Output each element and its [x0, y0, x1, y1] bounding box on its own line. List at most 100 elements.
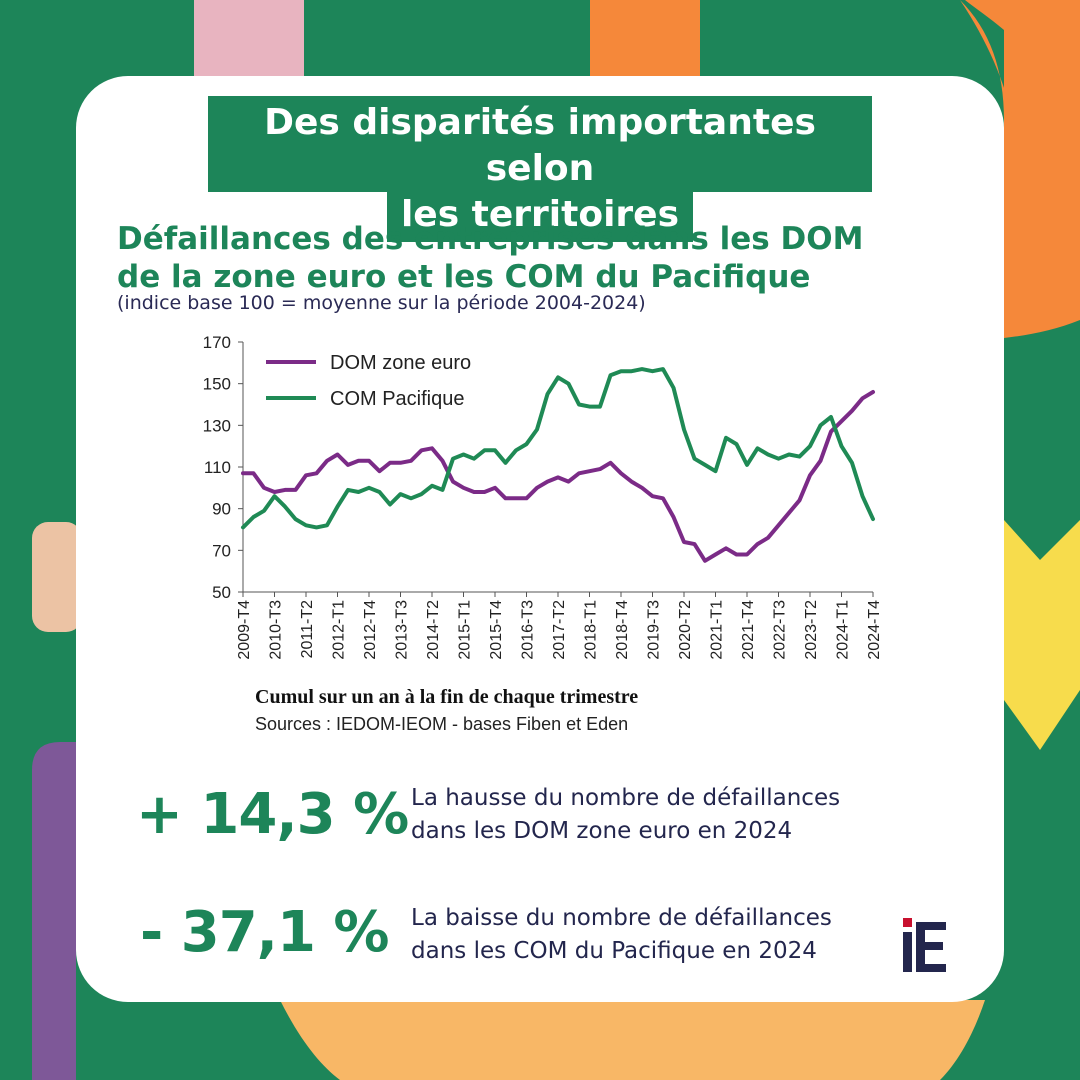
data-point	[536, 487, 538, 489]
chart-caption: Cumul sur un an à la fin de chaque trime…	[255, 686, 639, 708]
data-point	[568, 481, 569, 483]
data-point	[704, 464, 706, 466]
data-point	[725, 547, 727, 549]
data-point	[263, 510, 265, 512]
peach-decor-bar	[32, 522, 82, 632]
line-chart: 50 70 90 110 130 150 170 2009-T4 2010-T3 2011-T2 2…	[203, 333, 883, 660]
data-point	[851, 410, 853, 412]
data-point	[620, 472, 622, 474]
data-point	[578, 404, 580, 405]
data-point	[452, 458, 454, 460]
data-point	[767, 537, 769, 539]
data-point	[515, 497, 517, 499]
data-point	[830, 431, 832, 433]
logo-e-letter	[916, 922, 946, 972]
data-point	[820, 460, 821, 462]
data-point	[358, 460, 359, 462]
stat-desc-increase-line-1: La hausse du nombre de défaillances	[411, 785, 841, 811]
data-point	[410, 497, 412, 499]
x-tick-label: 2021-T4	[740, 600, 757, 660]
x-tick-label: 2011-T2	[299, 600, 316, 659]
logo-dot	[903, 918, 912, 927]
stat-description-increase: La hausse du nombre de défaillances dans…	[411, 782, 891, 848]
x-tick-label: 2022-T3	[772, 600, 789, 660]
data-point	[547, 481, 548, 483]
data-point	[589, 406, 590, 408]
data-point	[568, 383, 569, 385]
x-tick-label: 2024-T1	[835, 600, 852, 660]
data-point	[295, 518, 296, 520]
data-point	[389, 462, 391, 464]
data-point	[505, 462, 506, 464]
data-point	[347, 489, 349, 491]
data-point	[652, 370, 653, 372]
orange-decor-arc	[965, 0, 1080, 338]
data-point	[631, 481, 632, 483]
data-point	[683, 541, 685, 543]
data-point	[400, 462, 401, 464]
data-point	[473, 458, 475, 460]
stat-desc-increase-line-2: dans les DOM zone euro en 2024	[411, 818, 793, 844]
data-point	[683, 429, 685, 430]
y-tick-label: 110	[204, 458, 231, 477]
data-point	[578, 472, 580, 474]
data-point	[494, 449, 496, 451]
data-point	[799, 456, 800, 458]
data-point	[526, 443, 527, 445]
data-point	[778, 524, 779, 526]
data-point	[757, 447, 758, 449]
purple-decor-bar	[32, 742, 76, 1080]
x-tick-label: 2017-T2	[551, 600, 568, 660]
data-point	[694, 458, 695, 460]
data-point	[736, 554, 737, 555]
data-point	[872, 518, 874, 520]
data-point	[494, 487, 496, 489]
x-tick-label: 2021-T1	[709, 600, 726, 660]
data-point	[400, 493, 401, 495]
data-point	[389, 504, 391, 505]
data-point	[767, 454, 769, 455]
data-point	[715, 554, 716, 555]
data-point	[662, 368, 664, 370]
data-point	[242, 526, 244, 528]
banner-line-1: Des disparités importantes selon	[208, 96, 872, 192]
x-tick-label: 2010-T3	[268, 600, 285, 660]
data-point	[662, 497, 664, 499]
legend-label: COM Pacifique	[330, 388, 465, 410]
y-tick-label: 50	[212, 583, 231, 602]
data-point	[736, 443, 737, 445]
x-tick-label: 2012-T1	[331, 600, 348, 660]
stat-value-increase: + 14,3 %	[136, 782, 409, 847]
data-point	[463, 487, 464, 489]
data-point	[431, 485, 433, 487]
data-point	[442, 489, 443, 491]
x-tick-label: 2012-T4	[362, 600, 379, 660]
stat-desc-decrease-line-1: La baisse du nombre de défaillances	[411, 905, 832, 931]
chart-source: Sources : IEDOM-IEOM - bases Fiben et Ed…	[255, 714, 629, 734]
orange-decor-bar	[590, 0, 700, 80]
legend-label: DOM zone euro	[330, 352, 471, 374]
data-point	[799, 499, 800, 501]
y-tick-label: 130	[203, 416, 231, 435]
y-tick-label: 170	[203, 333, 231, 352]
data-point	[788, 454, 790, 455]
y-tick-label: 90	[212, 500, 231, 519]
data-point	[641, 487, 643, 489]
x-tick-label: 2015-T4	[488, 600, 505, 660]
data-point	[557, 476, 559, 478]
data-point	[536, 429, 538, 430]
stat-description-decrease: La baisse du nombre de défaillances dans…	[411, 902, 891, 968]
data-point	[379, 470, 380, 472]
data-point	[463, 454, 464, 455]
y-tick-label: 150	[203, 375, 231, 394]
data-point	[820, 424, 821, 426]
data-point	[526, 497, 527, 499]
orange-decor-arc-outer	[960, 0, 1027, 330]
data-point	[872, 391, 874, 393]
data-point	[337, 454, 338, 455]
data-point	[610, 462, 611, 464]
data-point	[557, 376, 559, 378]
data-point	[841, 445, 842, 447]
data-point	[421, 449, 422, 451]
